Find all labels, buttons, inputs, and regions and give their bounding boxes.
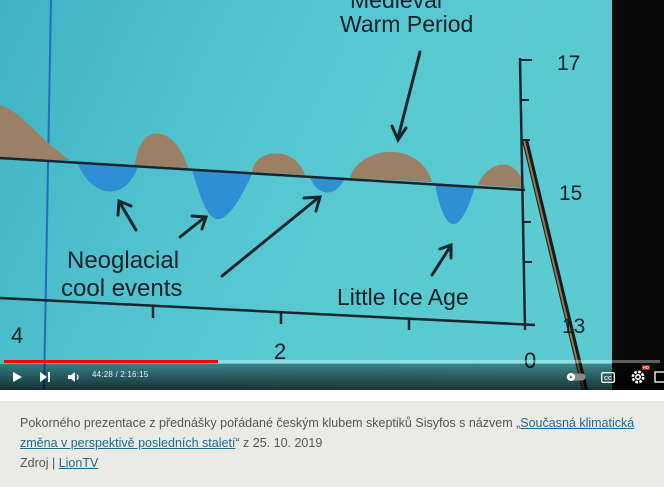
annotation-arrows bbox=[116, 50, 453, 278]
caption-presentation-link[interactable]: Současná klimatická změna v perspektivě … bbox=[20, 416, 635, 450]
play-button[interactable] bbox=[8, 368, 26, 386]
caption-text-after: “ z 25. 10. 2019 bbox=[235, 436, 323, 450]
player-controls: 44:28 / 2:16:15 CC HD bbox=[0, 364, 664, 390]
warm-bumps bbox=[0, 105, 525, 188]
time-display: 44:28 / 2:16:15 bbox=[92, 370, 149, 379]
miniplayer-button[interactable] bbox=[654, 368, 664, 386]
medieval-label: Medieval bbox=[350, 0, 442, 13]
screen-background bbox=[0, 0, 625, 390]
caption-credit: Zdroj | LionTV bbox=[20, 453, 644, 473]
x-axis-ticks bbox=[151, 305, 411, 330]
baseline bbox=[0, 156, 526, 192]
caption-text: Pokorného prezentace z přednášky pořádan… bbox=[20, 413, 644, 453]
cool-dips bbox=[78, 164, 475, 224]
autoplay-toggle-icon bbox=[566, 373, 586, 381]
settings-button[interactable]: HD bbox=[628, 365, 650, 386]
y-tick-15: 15 bbox=[559, 182, 582, 205]
caption-open-quote: „ bbox=[516, 416, 521, 430]
little-ice-age-label: Little Ice Age bbox=[337, 284, 469, 310]
warm-period-label: Warm Period bbox=[340, 11, 473, 37]
settings-icon bbox=[631, 370, 645, 384]
video-frame[interactable]: Medieval Warm Period Neoglacial cool eve… bbox=[0, 0, 664, 390]
svg-text:CC: CC bbox=[604, 375, 612, 381]
play-icon bbox=[13, 372, 22, 382]
source-label: Zdroj bbox=[20, 456, 49, 470]
hd-badge: HD bbox=[641, 365, 650, 370]
y-tick-17: 17 bbox=[557, 52, 580, 75]
y-axis-line bbox=[518, 57, 527, 331]
volume-icon bbox=[68, 372, 79, 382]
source-link[interactable]: LionTV bbox=[58, 456, 99, 470]
autoplay-toggle[interactable] bbox=[565, 368, 587, 386]
cool-events-label: cool events bbox=[61, 275, 182, 302]
x-axis-line bbox=[0, 296, 536, 327]
pointer-stick-highlight bbox=[523, 139, 585, 390]
subtitles-icon: CC bbox=[601, 371, 615, 383]
source-separator: | bbox=[51, 456, 56, 470]
vertical-blue-line bbox=[43, 0, 52, 390]
subtitles-button[interactable]: CC bbox=[598, 368, 618, 386]
volume-button[interactable] bbox=[64, 368, 84, 386]
miniplayer-icon bbox=[654, 371, 664, 383]
image-caption: Pokorného prezentace z přednášky pořádan… bbox=[0, 401, 664, 487]
y-axis-ticks bbox=[521, 99, 532, 263]
y-tick-13: 13 bbox=[562, 315, 585, 338]
caption-text-before: Pokorného prezentace z přednášky pořádan… bbox=[20, 416, 517, 430]
x-tick-2: 2 bbox=[274, 339, 286, 364]
neoglacial-label: Neoglacial bbox=[67, 247, 179, 274]
progress-bar[interactable] bbox=[4, 360, 660, 363]
dark-edge bbox=[612, 0, 664, 390]
video-player[interactable]: Medieval Warm Period Neoglacial cool eve… bbox=[0, 0, 664, 390]
x-tick-4: 4 bbox=[11, 323, 23, 348]
next-button[interactable] bbox=[36, 368, 54, 386]
next-icon bbox=[40, 372, 50, 382]
progress-bar-played bbox=[4, 360, 218, 363]
video-frame-image: Medieval Warm Period Neoglacial cool eve… bbox=[0, 0, 664, 390]
